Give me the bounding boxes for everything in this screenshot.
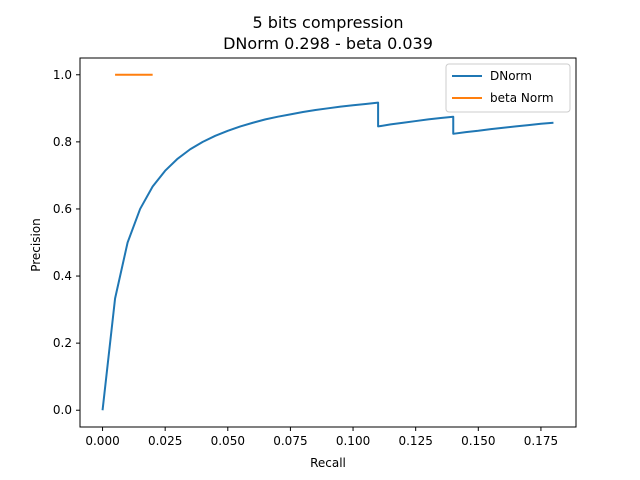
x-tick-label: 0.100 [336, 434, 370, 448]
legend-label-dnorm: DNorm [490, 69, 532, 83]
y-tick-label: 0.4 [53, 269, 72, 283]
y-tick-label: 0.2 [53, 336, 72, 350]
x-tick-label: 0.150 [461, 434, 495, 448]
x-axis-label: Recall [310, 456, 346, 470]
x-tick-label: 0.000 [85, 434, 119, 448]
y-tick-label: 1.0 [53, 68, 72, 82]
x-tick-label: 0.050 [211, 434, 245, 448]
chart-subtitle: DNorm 0.298 - beta 0.039 [223, 34, 433, 53]
x-tick-label: 0.075 [273, 434, 307, 448]
y-tick-label: 0.8 [53, 135, 72, 149]
y-axis: 0.0 0.2 0.4 0.6 0.8 1.0 [53, 68, 80, 417]
x-tick-label: 0.175 [524, 434, 558, 448]
x-tick-label: 0.025 [148, 434, 182, 448]
legend-label-beta-norm: beta Norm [490, 91, 554, 105]
plot-lines [101, 73, 554, 411]
chart-title: 5 bits compression [252, 13, 403, 32]
y-axis-label: Precision [29, 218, 43, 272]
series-line-dnorm [101, 101, 554, 411]
x-axis: 0.000 0.025 0.050 0.075 0.100 0.125 0.150 0.175 [85, 427, 558, 448]
y-tick-label: 0.6 [53, 202, 72, 216]
plot-frame [79, 57, 577, 428]
x-tick-label: 0.125 [398, 434, 432, 448]
legend: DNorm beta Norm [445, 63, 571, 113]
y-tick-label: 0.0 [53, 403, 72, 417]
